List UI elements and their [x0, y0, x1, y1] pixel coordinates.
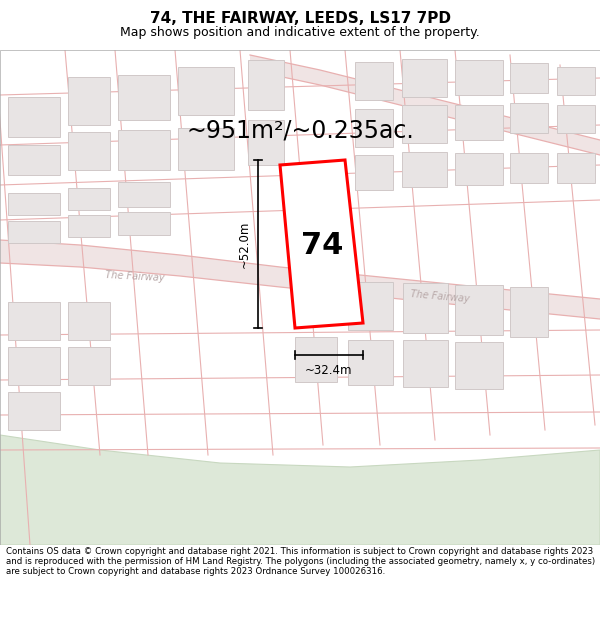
Bar	[355, 155, 393, 190]
Bar	[178, 67, 234, 115]
Bar	[8, 97, 60, 137]
Polygon shape	[280, 160, 363, 328]
Bar	[455, 342, 503, 389]
Bar	[455, 153, 503, 185]
Bar	[348, 282, 393, 330]
Bar	[455, 105, 503, 140]
Bar	[8, 392, 60, 430]
Bar	[295, 337, 337, 382]
Bar	[402, 59, 447, 97]
Bar	[455, 60, 503, 95]
Text: Map shows position and indicative extent of the property.: Map shows position and indicative extent…	[120, 26, 480, 39]
Bar	[68, 77, 110, 125]
Bar	[403, 340, 448, 387]
Bar	[403, 283, 448, 333]
Polygon shape	[0, 435, 600, 545]
Bar	[510, 287, 548, 337]
Bar	[248, 120, 284, 165]
Bar	[8, 193, 60, 215]
Bar	[295, 277, 337, 325]
Bar	[8, 221, 60, 243]
Text: 74: 74	[301, 231, 343, 259]
Bar	[118, 182, 170, 207]
Bar	[8, 145, 60, 175]
Bar	[557, 67, 595, 95]
Bar	[348, 340, 393, 385]
Bar	[402, 152, 447, 187]
Bar	[118, 212, 170, 235]
Bar	[248, 60, 284, 110]
Text: The Fairway: The Fairway	[410, 289, 470, 304]
Text: The Fairway: The Fairway	[105, 271, 165, 284]
Bar	[8, 302, 60, 340]
Bar	[355, 109, 393, 147]
Bar	[557, 105, 595, 133]
Bar	[118, 130, 170, 170]
Bar	[68, 347, 110, 385]
Text: ~52.0m: ~52.0m	[238, 220, 251, 268]
Bar	[355, 62, 393, 100]
Text: Contains OS data © Crown copyright and database right 2021. This information is : Contains OS data © Crown copyright and d…	[6, 547, 595, 576]
Bar	[402, 105, 447, 143]
Text: 74, THE FAIRWAY, LEEDS, LS17 7PD: 74, THE FAIRWAY, LEEDS, LS17 7PD	[149, 11, 451, 26]
Bar	[455, 285, 503, 335]
Polygon shape	[0, 240, 600, 319]
Bar	[178, 128, 234, 170]
Bar	[68, 188, 110, 210]
Bar	[68, 215, 110, 237]
Text: ~951m²/~0.235ac.: ~951m²/~0.235ac.	[186, 118, 414, 142]
Bar	[510, 153, 548, 183]
Bar	[510, 103, 548, 133]
Bar	[510, 63, 548, 93]
Polygon shape	[250, 55, 600, 155]
Bar	[118, 75, 170, 120]
Bar	[8, 347, 60, 385]
Text: ~32.4m: ~32.4m	[305, 364, 353, 378]
Bar	[68, 132, 110, 170]
Bar	[557, 153, 595, 183]
Bar	[68, 302, 110, 340]
